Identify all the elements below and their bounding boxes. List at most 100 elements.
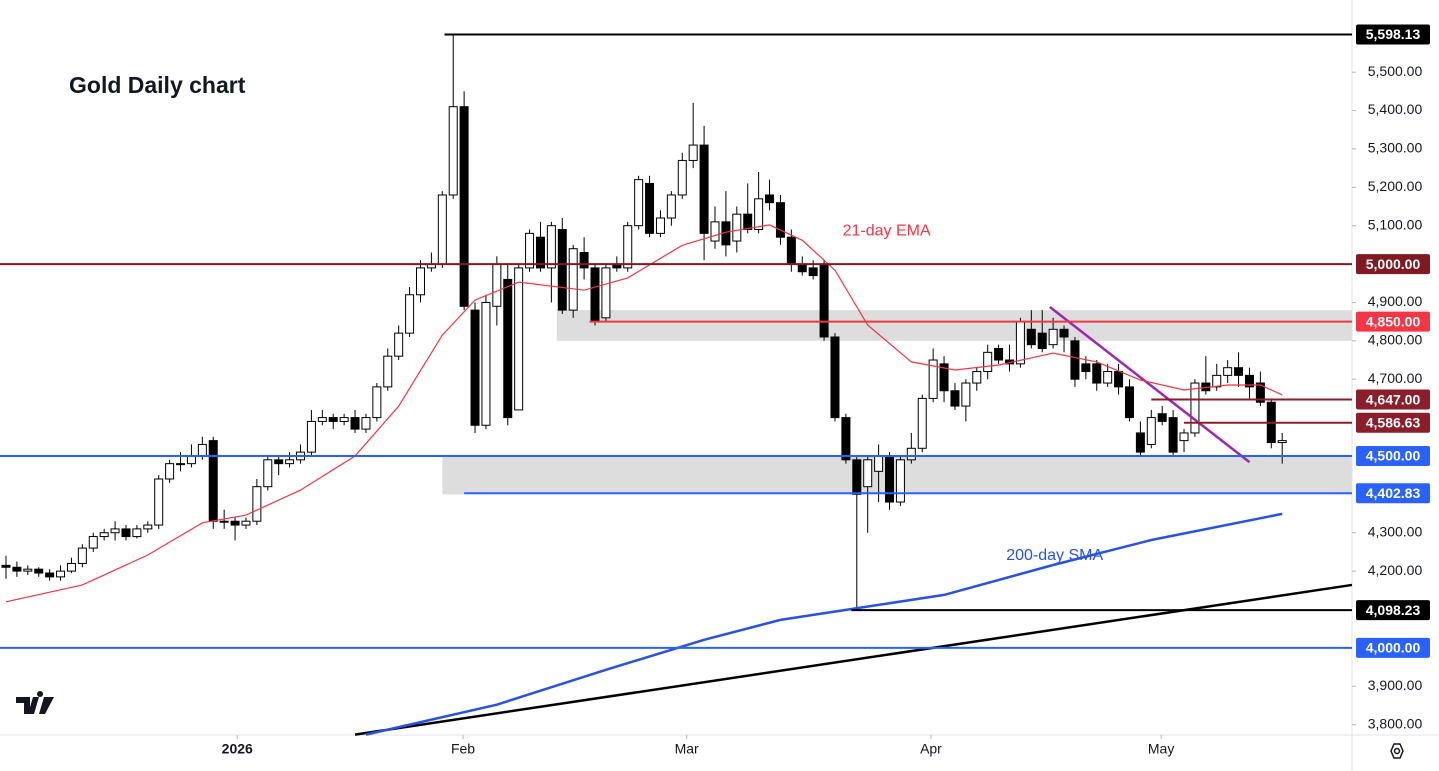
y-tick-label: 5,400.00 <box>1368 101 1423 117</box>
candle-body <box>972 371 982 384</box>
candle-body <box>579 252 589 269</box>
candle-body <box>23 568 33 572</box>
candle-body <box>819 263 829 338</box>
candle-body <box>1114 371 1124 388</box>
y-tick-label: 5,100.00 <box>1368 216 1423 232</box>
x-tick-label: 2026 <box>222 741 253 757</box>
candle-body <box>841 417 851 461</box>
candle-body <box>1146 417 1156 445</box>
candle-body <box>906 447 916 461</box>
y-tick-label: 4,200.00 <box>1368 562 1423 578</box>
y-tick-label: 4,700.00 <box>1368 370 1423 386</box>
x-tick-label: Apr <box>920 741 942 757</box>
candle-body <box>186 455 196 465</box>
candle-body <box>590 267 600 323</box>
candle-body <box>165 463 175 480</box>
level-label-box <box>1356 637 1430 658</box>
candle-body <box>88 536 98 549</box>
y-tick-label: 3,800.00 <box>1368 715 1423 731</box>
candle-body <box>994 348 1004 361</box>
candle-body <box>197 443 207 457</box>
candle-body <box>1070 340 1080 380</box>
y-tick-label: 5,200.00 <box>1368 178 1423 194</box>
level-label: 4,402.83 <box>1366 485 1421 501</box>
candle-body <box>208 440 218 522</box>
candle-body <box>677 159 687 196</box>
y-tick-label: 4,800.00 <box>1368 332 1423 348</box>
candle-body <box>383 355 393 388</box>
candle-body <box>939 363 949 392</box>
candle-body <box>12 566 22 572</box>
candle-body <box>1190 382 1200 434</box>
level-label-box <box>1356 254 1430 275</box>
candle-body <box>863 459 873 488</box>
candle-body <box>961 382 971 407</box>
candle-body <box>394 332 404 357</box>
candle-body <box>1037 332 1047 350</box>
candle-body <box>1059 328 1069 338</box>
candle-body <box>99 532 109 538</box>
y-tick-label: 3,900.00 <box>1368 677 1423 693</box>
candle-body <box>219 520 229 523</box>
candle-body <box>1124 386 1134 419</box>
level-label: 4,500.00 <box>1366 448 1421 464</box>
level-label-box <box>1356 483 1430 504</box>
level-label-box <box>1356 24 1430 45</box>
candle-body <box>274 459 284 465</box>
candle-body <box>874 455 884 472</box>
candle-body <box>688 144 698 161</box>
candle-body <box>143 524 153 530</box>
x-tick-label: May <box>1148 741 1174 757</box>
candle-body <box>285 459 295 465</box>
candle-body <box>503 278 513 419</box>
level-label-box <box>1356 412 1430 433</box>
candle-body <box>241 520 251 526</box>
candle-body <box>546 225 556 269</box>
candle-body <box>645 182 655 234</box>
candle-body <box>1277 440 1287 444</box>
candle-body <box>350 417 360 430</box>
candle-body <box>328 417 338 422</box>
candle-body <box>1255 382 1265 403</box>
candle-body <box>121 528 131 538</box>
candle-body <box>775 202 785 238</box>
settings-icon[interactable] <box>1390 743 1404 759</box>
candle-body <box>852 459 862 495</box>
candle-body <box>917 397 927 449</box>
candle-body <box>885 455 895 503</box>
candle-body <box>634 179 644 227</box>
level-label: 4,000.00 <box>1366 640 1421 656</box>
level-label: 4,647.00 <box>1366 391 1421 407</box>
candle-body <box>1103 371 1113 384</box>
candle-body <box>437 194 447 265</box>
candle-body <box>361 417 371 430</box>
candle-body <box>1135 432 1145 453</box>
candle-body <box>154 478 164 526</box>
candle-body <box>34 568 44 574</box>
zones <box>442 310 1352 495</box>
candle-body <box>481 301 491 426</box>
candle-body <box>405 294 415 334</box>
annotation: 200-day SMA <box>1006 547 1103 564</box>
candle-body <box>655 217 665 234</box>
candle-body <box>492 263 502 307</box>
candle-body <box>1157 413 1167 422</box>
candle-body <box>1244 374 1254 388</box>
y-tick-label: 4,300.00 <box>1368 523 1423 539</box>
candle-body <box>928 359 938 399</box>
candle-body <box>339 417 349 422</box>
candle-body <box>45 572 55 578</box>
y-tick-label: 5,500.00 <box>1368 63 1423 79</box>
trendline <box>1049 306 1251 464</box>
candle-body <box>895 459 905 503</box>
level-label: 5,598.13 <box>1366 26 1421 42</box>
candle-body <box>176 463 186 466</box>
level-label-box <box>1356 445 1430 466</box>
x-tick-label: Feb <box>451 741 475 757</box>
candle-body <box>470 309 480 426</box>
level-label-box <box>1356 311 1430 332</box>
level-label-box <box>1356 600 1430 621</box>
candle-body <box>66 562 76 572</box>
candle-body <box>1015 321 1025 365</box>
